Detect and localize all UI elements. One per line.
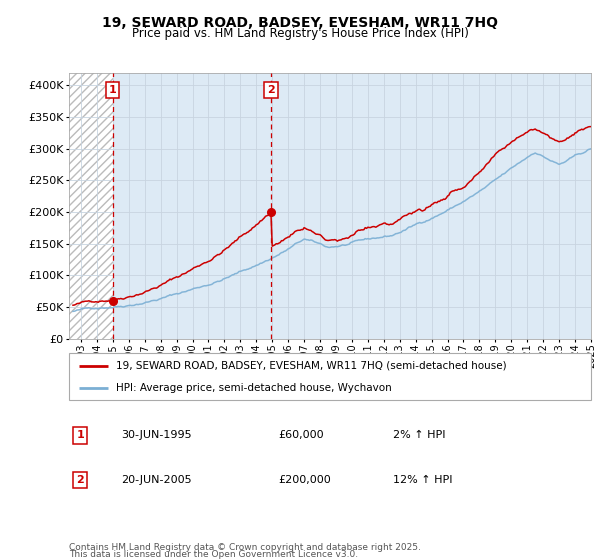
Bar <box>69 73 113 339</box>
Text: 2: 2 <box>77 475 85 485</box>
Text: 30-JUN-1995: 30-JUN-1995 <box>121 431 192 440</box>
Text: 12% ↑ HPI: 12% ↑ HPI <box>392 475 452 485</box>
Text: £60,000: £60,000 <box>278 431 323 440</box>
Text: Contains HM Land Registry data © Crown copyright and database right 2025.: Contains HM Land Registry data © Crown c… <box>69 543 421 552</box>
Text: HPI: Average price, semi-detached house, Wychavon: HPI: Average price, semi-detached house,… <box>116 382 392 393</box>
Text: This data is licensed under the Open Government Licence v3.0.: This data is licensed under the Open Gov… <box>69 550 358 559</box>
Bar <box>113 73 271 339</box>
Text: 1: 1 <box>77 431 85 440</box>
Text: 2: 2 <box>267 85 275 95</box>
Text: 2% ↑ HPI: 2% ↑ HPI <box>392 431 445 440</box>
Text: 19, SEWARD ROAD, BADSEY, EVESHAM, WR11 7HQ: 19, SEWARD ROAD, BADSEY, EVESHAM, WR11 7… <box>102 16 498 30</box>
Text: 19, SEWARD ROAD, BADSEY, EVESHAM, WR11 7HQ (semi-detached house): 19, SEWARD ROAD, BADSEY, EVESHAM, WR11 7… <box>116 361 506 371</box>
Text: 1: 1 <box>109 85 117 95</box>
Bar <box>271 73 591 339</box>
FancyBboxPatch shape <box>69 353 591 400</box>
Text: £200,000: £200,000 <box>278 475 331 485</box>
Text: 20-JUN-2005: 20-JUN-2005 <box>121 475 192 485</box>
Text: Price paid vs. HM Land Registry's House Price Index (HPI): Price paid vs. HM Land Registry's House … <box>131 27 469 40</box>
